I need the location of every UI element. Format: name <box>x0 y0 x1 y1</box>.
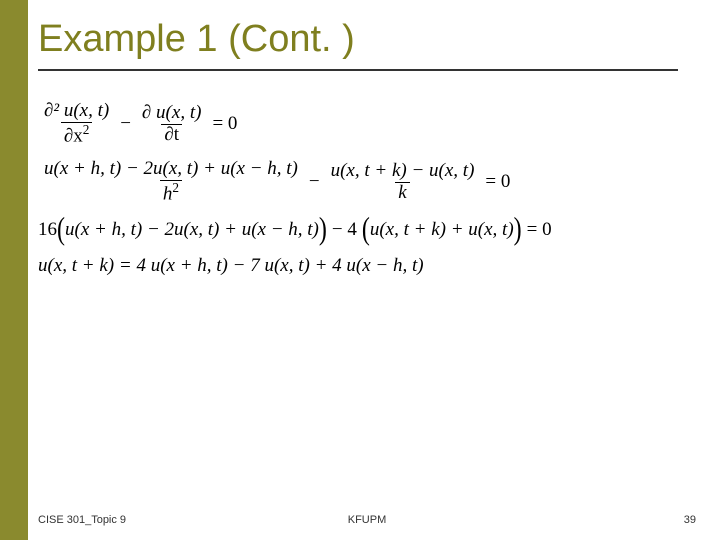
eq1-frac1-num: ∂² u(x, t) <box>41 101 112 122</box>
eq3-rhs: = 0 <box>522 220 557 241</box>
eq2-fracB-den: k <box>395 182 409 204</box>
eq3-lparen1: ( <box>57 213 65 247</box>
eq1-frac1: ∂² u(x, t) ∂x2 <box>41 101 112 147</box>
footer-left: CISE 301_Topic 9 <box>38 514 126 526</box>
eq3-group1: u(x + h, t) − 2u(x, t) + u(x − h, t) <box>65 220 319 241</box>
equation-2: u(x + h, t) − 2u(x, t) + u(x − h, t) h2 … <box>38 159 720 205</box>
eq1-frac1-den: ∂x2 <box>61 122 93 147</box>
eq3-lead: 16 <box>38 220 57 241</box>
eq3-group2: u(x, t + k) + u(x, t) <box>370 220 514 241</box>
footer-center: KFUPM <box>348 514 387 526</box>
eq2-rhs: = 0 <box>480 172 515 193</box>
eq2-fracB-num: u(x, t + k) − u(x, t) <box>328 161 478 182</box>
sidebar-accent <box>0 0 28 540</box>
eq1-frac2: ∂ u(x, t) ∂t <box>139 103 205 146</box>
eq2-fracA-den: h2 <box>160 180 182 205</box>
eq3-rparen2: ) <box>514 213 522 247</box>
eq2-fracA: u(x + h, t) − 2u(x, t) + u(x − h, t) h2 <box>41 159 301 205</box>
eq3-lparen2: ( <box>362 213 370 247</box>
eq2-minus: − <box>304 172 325 193</box>
math-block: ∂² u(x, t) ∂x2 − ∂ u(x, t) ∂t = 0 u(x + … <box>38 101 720 277</box>
slide-content: Example 1 (Cont. ) ∂² u(x, t) ∂x2 − ∂ u(… <box>38 0 720 540</box>
equation-3: 16 ( u(x + h, t) − 2u(x, t) + u(x − h, t… <box>38 217 720 243</box>
eq4-text: u(x, t + k) = 4 u(x + h, t) − 7 u(x, t) … <box>38 256 424 277</box>
equation-1: ∂² u(x, t) ∂x2 − ∂ u(x, t) ∂t = 0 <box>38 101 720 147</box>
slide-title: Example 1 (Cont. ) <box>38 18 720 61</box>
eq1-frac2-num: ∂ u(x, t) <box>139 103 205 124</box>
footer: CISE 301_Topic 9 KFUPM 39 <box>38 514 696 526</box>
eq2-fracB: u(x, t + k) − u(x, t) k <box>328 161 478 204</box>
eq1-minus: − <box>115 114 136 135</box>
eq3-mid: − 4 <box>327 220 362 241</box>
eq2-fracA-num: u(x + h, t) − 2u(x, t) + u(x − h, t) <box>41 159 301 180</box>
eq3-rparen1: ) <box>319 213 327 247</box>
equation-4: u(x, t + k) = 4 u(x + h, t) − 7 u(x, t) … <box>38 256 720 277</box>
footer-page-number: 39 <box>684 514 696 526</box>
title-underline <box>38 69 678 71</box>
eq1-rhs: = 0 <box>207 114 242 135</box>
eq1-frac2-den: ∂t <box>161 124 182 146</box>
